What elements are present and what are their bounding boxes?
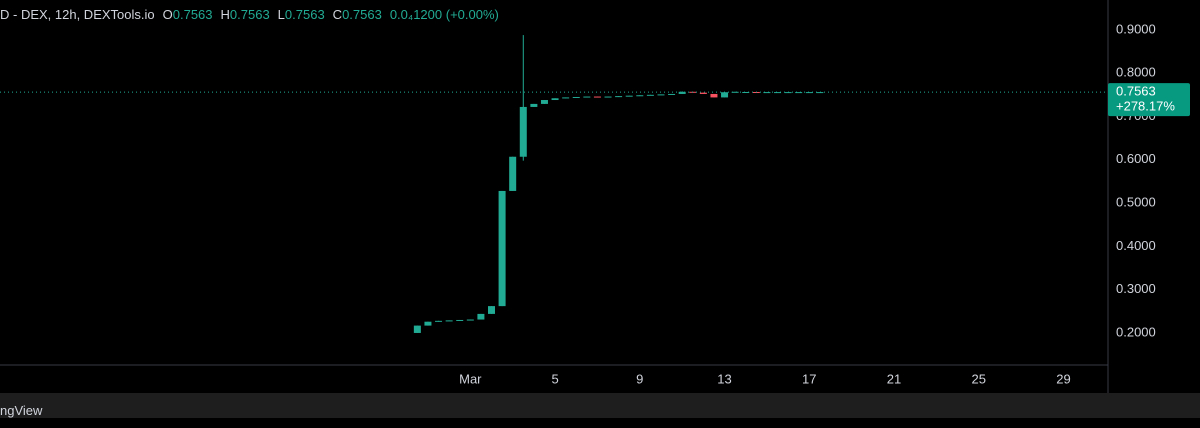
legend-header: D - DEX, 12h, DEXTools.io O0.7563 H0.7563 L… bbox=[0, 7, 499, 22]
candle-body bbox=[551, 98, 559, 101]
candle-body bbox=[699, 92, 707, 94]
candle-body bbox=[816, 92, 824, 94]
candle-body bbox=[466, 319, 474, 321]
candle-body bbox=[562, 97, 570, 99]
candle-body bbox=[615, 96, 623, 98]
x-tick-label: 25 bbox=[972, 371, 986, 386]
y-tick-label: 0.9000 bbox=[1116, 21, 1156, 36]
ohlc-value: 0.7563 bbox=[284, 7, 325, 22]
change-text: 0.0₄1200 (+0.00%) bbox=[389, 7, 499, 22]
candle-body bbox=[519, 106, 527, 157]
y-tick-label: 0.2000 bbox=[1116, 324, 1156, 339]
y-tick-label: 0.4000 bbox=[1116, 238, 1156, 253]
candle-body bbox=[424, 321, 432, 326]
y-tick-label: 0.3000 bbox=[1116, 281, 1156, 296]
x-tick-label: 13 bbox=[717, 371, 731, 386]
x-tick-label: 9 bbox=[636, 371, 643, 386]
candle-body bbox=[593, 96, 601, 98]
candle-body bbox=[625, 95, 633, 97]
ohlc-value: 0.7563 bbox=[229, 7, 270, 22]
candle-body bbox=[456, 319, 464, 321]
page: 0.90000.80000.70000.60000.50000.40000.30… bbox=[0, 0, 1200, 418]
candle-body bbox=[604, 96, 612, 98]
y-tick-label: 0.5000 bbox=[1116, 195, 1156, 210]
ohlc-label: H bbox=[220, 7, 230, 22]
symbol: D - DEX, 12h, DEXTools.io bbox=[0, 7, 155, 22]
ohlc-label: O bbox=[162, 7, 173, 22]
candle-body bbox=[583, 96, 591, 98]
footer-text: ngView bbox=[0, 403, 43, 418]
chart: 0.90000.80000.70000.60000.50000.40000.30… bbox=[0, 0, 1190, 393]
candle-body bbox=[774, 92, 782, 94]
candle-body bbox=[805, 92, 813, 94]
last-price-box bbox=[1108, 83, 1190, 117]
candle-body bbox=[477, 313, 485, 320]
candle-body bbox=[445, 320, 453, 322]
candle-body bbox=[710, 93, 718, 98]
x-tick-label: 17 bbox=[802, 371, 816, 386]
candle-body bbox=[721, 92, 729, 98]
candle-body bbox=[668, 93, 676, 95]
candle-body bbox=[795, 92, 803, 94]
footer: ngView bbox=[0, 393, 1200, 418]
candle-body bbox=[678, 91, 686, 94]
last-price-label: 0.7563 bbox=[1116, 84, 1156, 99]
candle-body bbox=[488, 306, 496, 314]
candle-body bbox=[572, 96, 580, 98]
candle-body bbox=[742, 92, 750, 94]
candle-body bbox=[657, 94, 665, 96]
candle-body bbox=[530, 103, 538, 107]
x-tick-label: 29 bbox=[1056, 371, 1070, 386]
x-tick-label: 5 bbox=[551, 371, 558, 386]
ohlc-label: L bbox=[277, 7, 285, 22]
candle-body bbox=[498, 190, 506, 307]
candle-body bbox=[509, 156, 517, 191]
x-tick-label: 21 bbox=[887, 371, 901, 386]
x-tick-label: Mar bbox=[459, 371, 482, 386]
candle-body bbox=[763, 92, 771, 94]
candle-body bbox=[636, 95, 644, 97]
candle-body bbox=[413, 325, 421, 333]
candle-body bbox=[435, 320, 443, 322]
candle-body bbox=[646, 94, 654, 96]
y-tick-label: 0.8000 bbox=[1116, 65, 1156, 80]
ohlc-value: 0.7563 bbox=[172, 7, 213, 22]
change-label: +278.17% bbox=[1116, 99, 1175, 114]
candle-body bbox=[731, 91, 739, 93]
ohlc-label: C bbox=[332, 7, 343, 22]
y-tick-label: 0.6000 bbox=[1116, 151, 1156, 166]
candle-body bbox=[540, 100, 548, 104]
ohlc-value: 0.7563 bbox=[342, 7, 382, 22]
